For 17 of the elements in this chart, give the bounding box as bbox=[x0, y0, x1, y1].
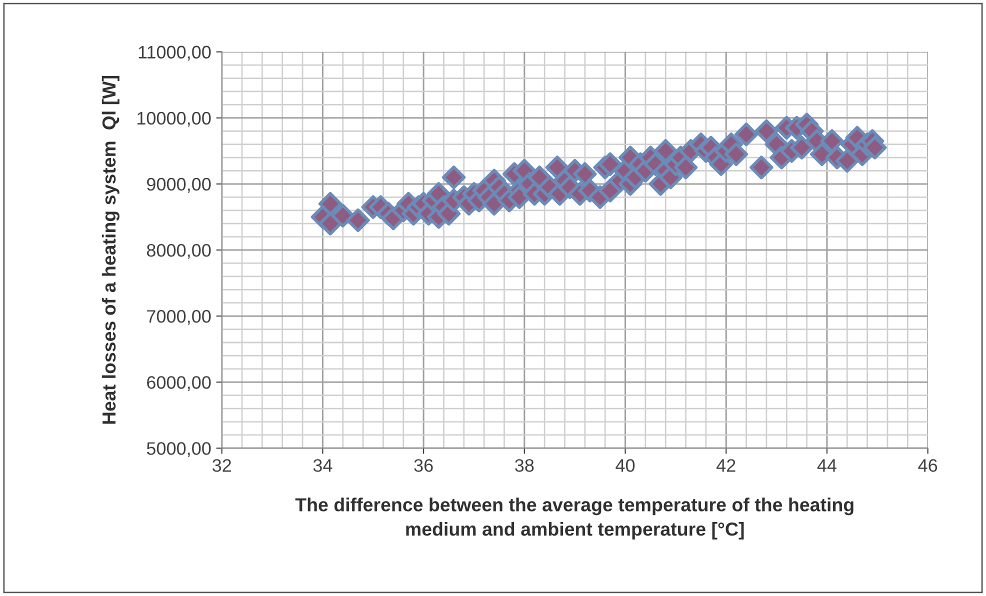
x-axis-title: The difference between the average temperature of the heating medium and ambient temperature [°C] bbox=[295, 498, 854, 540]
x-tick-label: 34 bbox=[313, 459, 332, 472]
y-tick-label: 7000,00 bbox=[147, 310, 211, 325]
y-tick-label: 6000,00 bbox=[147, 376, 211, 391]
x-tick-label: 36 bbox=[414, 459, 433, 472]
x-tick-label: 32 bbox=[212, 459, 231, 472]
x-tick-label: 40 bbox=[616, 459, 635, 472]
x-tick-label: 38 bbox=[515, 459, 534, 472]
y-tick-label: 9000,00 bbox=[147, 178, 211, 193]
x-tick-label: 46 bbox=[918, 459, 938, 472]
x-tick-label: 44 bbox=[817, 459, 836, 472]
x-tick-label: 42 bbox=[716, 459, 736, 472]
y-tick-label: 8000,00 bbox=[146, 244, 211, 259]
y-tick-label: 11000,00 bbox=[138, 46, 211, 61]
y-tick-label: 10000,00 bbox=[138, 112, 211, 127]
y-axis-title: Heat losses of a heating system Ql [W] bbox=[102, 76, 120, 424]
y-tick-label: 5000,00 bbox=[146, 442, 211, 458]
